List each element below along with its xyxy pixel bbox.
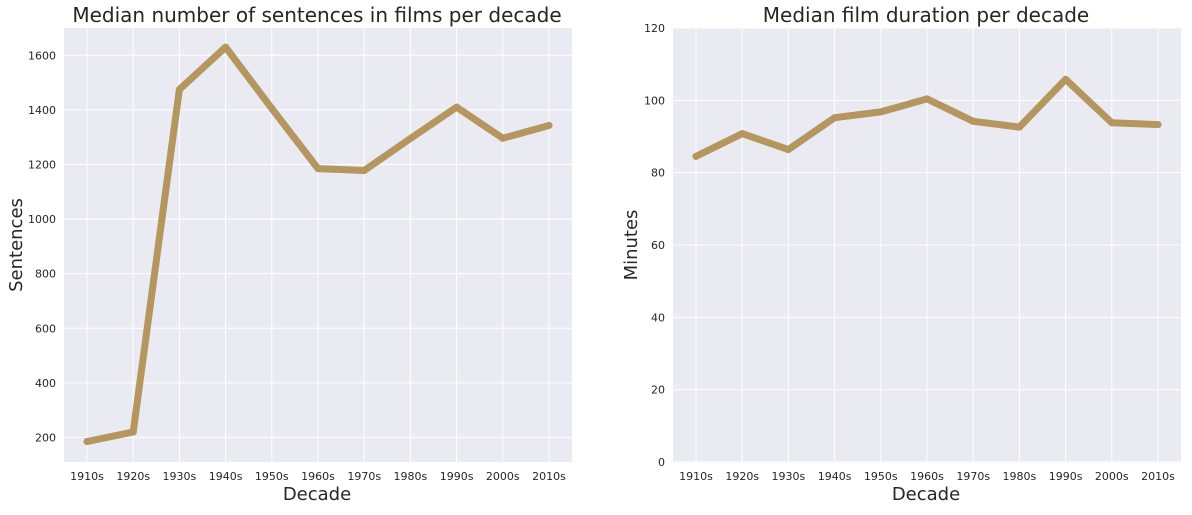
- duration-data-point: [969, 117, 977, 125]
- sentences-x-tick-label: 1920s: [116, 470, 150, 483]
- duration-x-tick-label: 1980s: [1003, 470, 1037, 483]
- duration-chart-title: Median film duration per decade: [763, 3, 1089, 27]
- sentences-data-point: [360, 166, 368, 174]
- duration-x-tick-label: 1960s: [910, 470, 944, 483]
- sentences-y-tick-label: 800: [35, 268, 56, 281]
- duration-chart: 0 20 40 60 80 100 120 1910s 1920s 1930s 1940s 1950s…: [621, 3, 1181, 505]
- duration-x-tick-label: 1920s: [725, 470, 759, 483]
- duration-x-tick-label: 1950s: [864, 470, 898, 483]
- duration-data-point: [1015, 123, 1023, 131]
- sentences-y-axis-label: Sentences: [6, 198, 27, 292]
- sentences-data-point: [499, 134, 507, 142]
- sentences-data-point: [314, 165, 322, 173]
- duration-data-point: [784, 146, 792, 154]
- sentences-x-tick-label: 1960s: [301, 470, 335, 483]
- sentences-data-point: [222, 43, 230, 51]
- sentences-chart: 200 400 600 800 1000 1200 1400 1600 1910s 1920s 19…: [6, 3, 572, 505]
- sentences-chart-title: Median number of sentences in films per …: [72, 3, 561, 27]
- duration-y-tick-label: 120: [644, 22, 665, 35]
- duration-x-tick-label: 1990s: [1049, 470, 1083, 483]
- sentences-x-tick-label: 1980s: [394, 470, 428, 483]
- sentences-y-tick-label: 1200: [28, 158, 56, 171]
- duration-data-point: [1062, 75, 1070, 83]
- duration-x-axis-label: Decade: [892, 484, 960, 505]
- sentences-x-axis-label: Decade: [283, 484, 351, 505]
- duration-gridlines: [673, 27, 1181, 463]
- sentences-data-point: [175, 85, 183, 93]
- duration-data-point: [692, 152, 700, 160]
- sentences-x-tick-label: 2000s: [486, 470, 520, 483]
- duration-y-tick-label: 0: [658, 456, 665, 469]
- duration-marks: 0 20 40 60 80 100 120 1910s 1920s 1930s 1940s 1950s…: [644, 22, 1175, 483]
- sentences-x-tick-label: 1970s: [347, 470, 381, 483]
- duration-x-tick-label: 2000s: [1095, 470, 1129, 483]
- duration-data-point: [1154, 121, 1162, 129]
- duration-x-tick-label: 1940s: [818, 470, 852, 483]
- duration-y-axis-label: Minutes: [621, 210, 642, 281]
- sentences-y-tick-label: 400: [35, 377, 56, 390]
- duration-y-tick-label: 20: [651, 384, 665, 397]
- duration-y-tick-label: 100: [644, 94, 665, 107]
- duration-x-tick-label: 1970s: [956, 470, 990, 483]
- duration-data-point: [877, 108, 885, 116]
- duration-data-point: [1108, 119, 1116, 127]
- sentences-y-tick-label: 1400: [28, 104, 56, 117]
- sentences-y-tick-label: 1000: [28, 213, 56, 226]
- sentences-data-point: [406, 135, 414, 143]
- sentences-y-tick-label: 600: [35, 322, 56, 335]
- duration-data-point: [738, 130, 746, 138]
- sentences-data-point: [545, 121, 553, 129]
- duration-data-point: [831, 114, 839, 122]
- sentences-x-tick-label: 2010s: [532, 470, 566, 483]
- sentences-y-tick-label: 1600: [28, 49, 56, 62]
- sentences-data-point: [268, 105, 276, 113]
- sentences-data-point: [453, 103, 461, 111]
- sentences-data-point: [83, 438, 91, 446]
- sentences-y-tick-label: 200: [35, 431, 56, 444]
- duration-y-tick-label: 40: [651, 311, 665, 324]
- sentences-marks: 200 400 600 800 1000 1200 1400 1600 1910s 1920s 19…: [28, 43, 566, 483]
- sentences-x-tick-label: 1910s: [70, 470, 104, 483]
- duration-y-tick-label: 80: [651, 167, 665, 180]
- sentences-x-tick-label: 1990s: [440, 470, 474, 483]
- duration-y-tick-label: 60: [651, 239, 665, 252]
- duration-x-tick-label: 1930s: [772, 470, 806, 483]
- duration-data-point: [923, 95, 931, 103]
- sentences-x-tick-label: 1940s: [209, 470, 243, 483]
- duration-x-tick-label: 1910s: [679, 470, 713, 483]
- sentences-data-point: [129, 428, 137, 436]
- sentences-x-tick-label: 1930s: [163, 470, 197, 483]
- sentences-x-tick-label: 1950s: [255, 470, 289, 483]
- duration-x-tick-label: 2010s: [1141, 470, 1175, 483]
